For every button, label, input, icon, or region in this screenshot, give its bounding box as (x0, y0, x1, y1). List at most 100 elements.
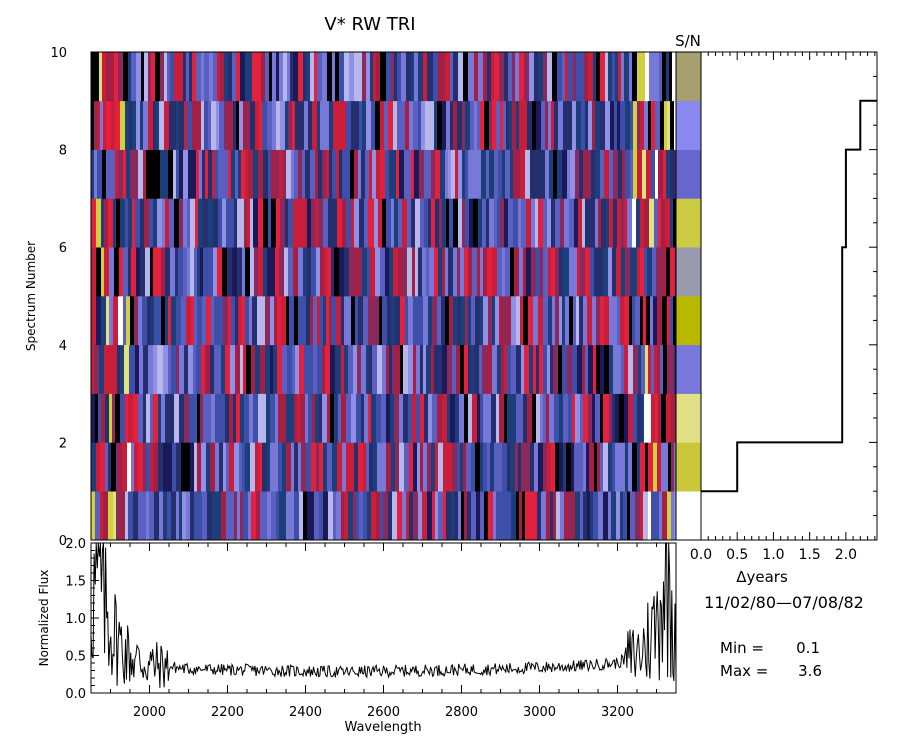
heatmap-cell (167, 52, 171, 102)
heatmap-cell (281, 296, 287, 346)
heatmap-cell (418, 100, 422, 150)
heatmap-cell (243, 344, 247, 394)
heatmap-cell (322, 344, 326, 394)
heatmap-cell (624, 344, 629, 394)
heatmap-cell (559, 442, 564, 492)
heatmap-cell (279, 491, 283, 541)
heatmap-cell (233, 393, 237, 443)
heatmap-cell (644, 247, 648, 297)
heatmap-cell (468, 393, 473, 443)
heatmap-cell (193, 393, 198, 443)
heatmap-cell (252, 296, 258, 346)
heatmap-cell (220, 52, 225, 102)
heatmap-cell (405, 296, 409, 346)
heatmap-cell (598, 247, 604, 297)
heatmap-cell (412, 393, 417, 443)
heatmap-cell (125, 491, 129, 541)
heatmap-cell (159, 100, 165, 150)
heatmap-cell (427, 52, 431, 102)
heatmap-cell (541, 491, 547, 541)
heatmap-cell (657, 442, 662, 492)
heatmap-cell (416, 344, 421, 394)
heatmap-cell (462, 198, 466, 248)
heatmap-cell (389, 149, 394, 199)
heatmap-cell (257, 52, 262, 102)
heatmap-cell (428, 296, 433, 346)
heatmap-cell (318, 198, 324, 248)
heatmap-cell (466, 442, 472, 492)
heatmap-cell (549, 393, 555, 443)
flux-x-tick-label: 3200 (601, 705, 634, 720)
heatmap-cell (667, 296, 671, 346)
heatmap-cell (478, 52, 484, 102)
heatmap-cell (242, 442, 246, 492)
heatmap-cell (596, 296, 601, 346)
heatmap-cell (356, 491, 360, 541)
heatmap-row (91, 247, 677, 297)
heatmap-cell (477, 247, 481, 297)
heatmap-cell (527, 393, 533, 443)
heatmap-cell (129, 344, 133, 394)
heatmap-cell (445, 52, 451, 102)
heatmap-cell (308, 100, 313, 150)
heatmap-cell (288, 198, 294, 248)
heatmap-cell (487, 52, 492, 102)
heatmap-cell (312, 393, 316, 443)
heatmap-cell (585, 100, 589, 150)
heatmap-row (91, 149, 677, 199)
heatmap-cell (518, 442, 522, 492)
heatmap-cell (615, 52, 619, 102)
heatmap-cell (259, 442, 263, 492)
heatmap-cell (620, 491, 624, 541)
heatmap-cell (376, 491, 381, 541)
heatmap-cell (354, 442, 359, 492)
heatmap-cell (543, 344, 548, 394)
heatmap-cell (196, 52, 202, 102)
heatmap-cell (429, 247, 435, 297)
heatmap-cell (519, 247, 524, 297)
heatmap-cell (551, 442, 556, 492)
heatmap-cell (197, 442, 202, 492)
heatmap-cell (443, 491, 447, 541)
heatmap-cell (559, 296, 563, 346)
heatmap-cell (375, 247, 381, 297)
heatmap-cell (371, 491, 377, 541)
heatmap-cell (120, 344, 125, 394)
heatmap-cell (606, 393, 610, 443)
heatmap-cell (223, 442, 227, 492)
heatmap-cell (394, 393, 400, 443)
heatmap-cell (594, 247, 599, 297)
heatmap-cell (304, 344, 310, 394)
heatmap-cell (574, 442, 579, 492)
heatmap-cell (483, 52, 488, 102)
heatmap-cell (674, 491, 677, 541)
heatmap-cell (577, 344, 583, 394)
heatmap-cell (474, 344, 480, 394)
heatmap-cell (398, 198, 403, 248)
heatmap-cell (555, 198, 561, 248)
heatmap-cell (637, 393, 642, 443)
heatmap-cell (165, 296, 169, 346)
heatmap-cell (510, 442, 516, 492)
heatmap-cell (276, 100, 281, 150)
heatmap-cell (420, 344, 424, 394)
heatmap-cell (582, 198, 586, 248)
heatmap-cell (108, 198, 114, 248)
heatmap-cell (187, 198, 191, 248)
heatmap-cell (208, 100, 212, 150)
heatmap-cell (286, 296, 290, 346)
heatmap-cell (138, 442, 144, 492)
heatmap-cell (552, 296, 556, 346)
heatmap-cell (171, 296, 177, 346)
heatmap-cell (140, 247, 146, 297)
heatmap-cell (228, 149, 232, 199)
heatmap-row (91, 198, 677, 248)
heatmap-cell (669, 52, 673, 102)
heatmap-cell (613, 198, 618, 248)
heatmap-cell (629, 52, 633, 102)
heatmap-cell (504, 198, 509, 248)
heatmap-cell (245, 247, 251, 297)
heatmap-cell (424, 393, 429, 443)
heatmap-cell (129, 100, 133, 150)
heatmap-cell (244, 393, 250, 443)
